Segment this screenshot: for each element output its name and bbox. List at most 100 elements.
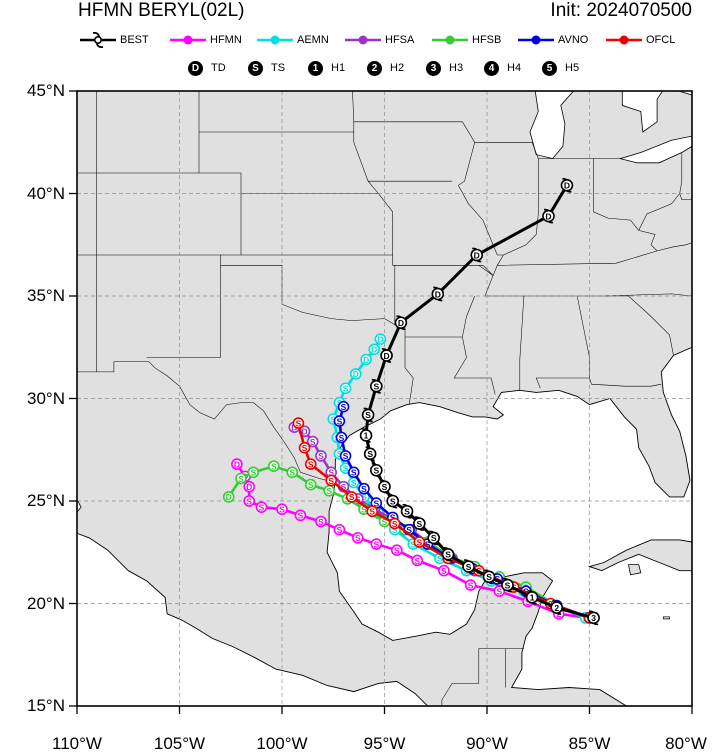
line-marker-icon bbox=[170, 35, 206, 45]
intensity-glyph: S bbox=[318, 451, 324, 461]
track-point: S bbox=[304, 458, 317, 470]
track-point: S bbox=[315, 450, 327, 462]
intensity-glyph: S bbox=[246, 496, 252, 506]
gridlines bbox=[77, 91, 692, 706]
track-point: S bbox=[306, 435, 319, 448]
intensity-item-ts: S TS bbox=[248, 58, 285, 78]
track-point: D bbox=[222, 491, 235, 503]
track-point: S bbox=[363, 446, 377, 462]
intensity-glyph: S bbox=[365, 410, 371, 420]
border-line bbox=[589, 377, 662, 387]
intensity-item-h2: 2 H2 bbox=[367, 58, 404, 78]
track-point: S bbox=[335, 431, 348, 444]
intensity-label: H3 bbox=[449, 62, 464, 74]
intensity-glyph: S bbox=[250, 468, 256, 478]
lake-huron bbox=[621, 91, 692, 133]
intensity-glyph: S bbox=[308, 480, 314, 490]
line-marker-icon bbox=[432, 35, 468, 45]
track-point: S bbox=[369, 462, 383, 478]
intensity-glyph: S bbox=[445, 550, 451, 560]
ts-icon: S bbox=[248, 60, 263, 76]
border-line bbox=[603, 295, 674, 356]
track-point: D bbox=[394, 315, 408, 330]
intensity-glyph: S bbox=[394, 546, 400, 556]
h3-icon: 3 bbox=[426, 60, 441, 76]
border-line bbox=[519, 295, 525, 391]
intensity-glyph: S bbox=[271, 461, 277, 471]
intensity-glyph: S bbox=[404, 507, 410, 517]
legend-label: AVNO bbox=[558, 34, 589, 46]
intensity-item-h3: 3 H3 bbox=[426, 58, 463, 78]
line-marker-icon bbox=[606, 35, 642, 45]
track-point: D bbox=[231, 458, 243, 470]
border-line bbox=[146, 265, 414, 405]
lon-tick-label: 95°W bbox=[363, 734, 406, 753]
intensity-glyph: S bbox=[390, 496, 396, 506]
track-point: S bbox=[413, 516, 426, 531]
lat-tick-label: 40°N bbox=[27, 183, 65, 203]
intensity-glyph: S bbox=[343, 384, 349, 394]
intensity-glyph: S bbox=[279, 505, 285, 515]
intensity-glyph: D bbox=[383, 351, 389, 361]
intensity-glyph: S bbox=[392, 525, 398, 535]
intensity-glyph: S bbox=[355, 494, 361, 504]
track-point: 1 bbox=[359, 428, 373, 443]
intensity-item-h5: 5 H5 bbox=[542, 58, 579, 78]
legend-item-hfmn: HFMN bbox=[170, 30, 242, 50]
track-point: S bbox=[333, 415, 346, 427]
border-line bbox=[531, 142, 539, 159]
intensity-glyph: S bbox=[328, 476, 334, 486]
lon-tick-label: 90°W bbox=[466, 734, 508, 753]
legend-item-ofcl: OFCL bbox=[606, 30, 675, 50]
intensity-glyph: D bbox=[377, 334, 383, 344]
h4-icon: 4 bbox=[484, 60, 499, 76]
intensity-glyph: S bbox=[310, 437, 316, 447]
line-marker-icon bbox=[257, 35, 293, 45]
intensity-glyph: S bbox=[328, 468, 334, 478]
track-point: S bbox=[390, 544, 403, 557]
track-point: S bbox=[370, 497, 383, 509]
track-point: D bbox=[560, 177, 574, 193]
intensity-glyph: S bbox=[355, 533, 361, 543]
track-point: S bbox=[370, 538, 383, 550]
intensity-glyph: S bbox=[349, 492, 355, 502]
track-point: D bbox=[380, 348, 393, 363]
track-point: S bbox=[325, 474, 338, 487]
track-point: S bbox=[427, 530, 441, 546]
h2-icon: 2 bbox=[367, 60, 382, 76]
intensity-legend: D TD S TS 1 H1 2 H2 3 H3 4 H4 5 H5 bbox=[0, 58, 718, 78]
track-point: S bbox=[247, 466, 260, 479]
h5-icon: 5 bbox=[542, 60, 557, 76]
intensity-glyph: S bbox=[341, 482, 347, 492]
lat-tick-label: 25°N bbox=[27, 491, 65, 510]
intensity-glyph: S bbox=[308, 459, 314, 469]
border-line bbox=[220, 254, 692, 297]
intensity-glyph: S bbox=[392, 519, 398, 529]
intensity-glyph: S bbox=[343, 464, 349, 474]
intensity-item-h1: 1 H1 bbox=[308, 58, 345, 78]
lat-tick-label: 20°N bbox=[27, 593, 65, 613]
intensity-glyph: S bbox=[369, 507, 375, 517]
island-landmass bbox=[662, 616, 670, 620]
intensity-glyph: D bbox=[564, 181, 570, 191]
intensity-glyph: S bbox=[361, 484, 367, 494]
intensity-glyph: S bbox=[406, 525, 412, 535]
track-point: S bbox=[388, 517, 401, 530]
intensity-glyph: D bbox=[474, 250, 480, 260]
track-point: S bbox=[501, 577, 514, 593]
intensity-glyph: D bbox=[398, 318, 404, 328]
lon-tick-label: 105°W bbox=[153, 734, 206, 753]
intensity-label: TD bbox=[211, 62, 226, 74]
legend-label: HFSB bbox=[472, 34, 502, 46]
intensity-glyph: S bbox=[382, 482, 388, 492]
track-point: S bbox=[333, 523, 346, 536]
intensity-glyph: S bbox=[330, 414, 336, 424]
intensity-glyph: S bbox=[373, 539, 379, 549]
track-point: S bbox=[413, 536, 426, 548]
intensity-glyph: S bbox=[486, 572, 492, 582]
track-point: S bbox=[337, 400, 350, 413]
lake-michigan bbox=[529, 91, 575, 160]
track-point: S bbox=[339, 382, 352, 395]
legend-label: HFMN bbox=[210, 34, 242, 46]
